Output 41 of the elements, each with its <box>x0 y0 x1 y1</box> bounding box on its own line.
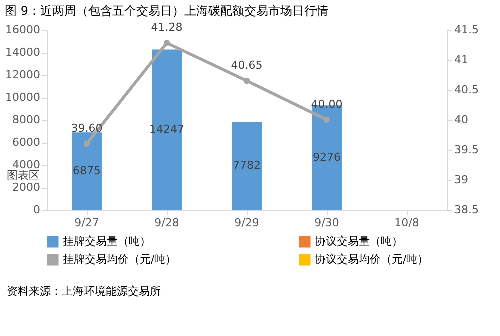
y-tick-label: 10000 <box>6 91 40 104</box>
y2-tick-label: 39.5 <box>454 144 479 156</box>
y-tick-label: 4000 <box>12 158 40 172</box>
y-tick-label: 2000 <box>12 181 40 194</box>
data-label: 40.65 <box>231 59 263 72</box>
point <box>164 40 170 46</box>
legend-label: 协议交易均价（元/吨） <box>315 253 429 266</box>
data-label: 41.28 <box>151 21 183 34</box>
x-tick-label: 9/30 <box>314 216 340 230</box>
y2-tick-label: 38.5 <box>454 204 479 216</box>
legend-label: 挂牌交易量（吨） <box>63 235 151 248</box>
point <box>84 140 90 148</box>
data-label: 9276 <box>313 150 341 164</box>
data-label: 6875 <box>73 164 101 178</box>
y2-tick-label: 40 <box>454 114 468 126</box>
y-tick-label: 12000 <box>6 68 40 82</box>
x-tick-label: 10/8 <box>394 216 420 230</box>
x-tick-label: 9/29 <box>234 216 260 230</box>
y-tick-label: 8000 <box>12 114 40 126</box>
x-tick-label: 9/27 <box>74 216 100 230</box>
legend-label: 挂牌交易均价（元/吨） <box>63 253 177 266</box>
point <box>244 78 250 84</box>
y2-tick-label: 40.5 <box>454 84 479 96</box>
bar <box>72 132 102 210</box>
data-label: 39.60 <box>71 122 103 135</box>
bar <box>232 122 262 210</box>
point <box>324 116 330 124</box>
y2-tick-label: 41.5 <box>454 24 479 36</box>
legend-label: 协议交易量（吨） <box>315 235 403 248</box>
data-label: 7782 <box>233 159 261 172</box>
bar <box>152 50 182 210</box>
chart-title: 图 9：近两周（包含五个交易日）上海碳配额交易市场日行情 <box>5 4 328 18</box>
y2-tick-label: 41 <box>454 54 468 66</box>
text: 资料来源：上海环境能源交易所 <box>7 285 161 298</box>
y-tick-label: 6000 <box>12 136 40 149</box>
y-tick-label: 14000 <box>6 46 40 59</box>
y-tick-label: 16000 <box>6 24 40 36</box>
x-tick-label: 9/28 <box>154 216 180 230</box>
text: 图表区 <box>7 168 40 182</box>
y2-tick-label: 39 <box>454 174 468 186</box>
y-tick-label: 0 <box>34 204 40 216</box>
